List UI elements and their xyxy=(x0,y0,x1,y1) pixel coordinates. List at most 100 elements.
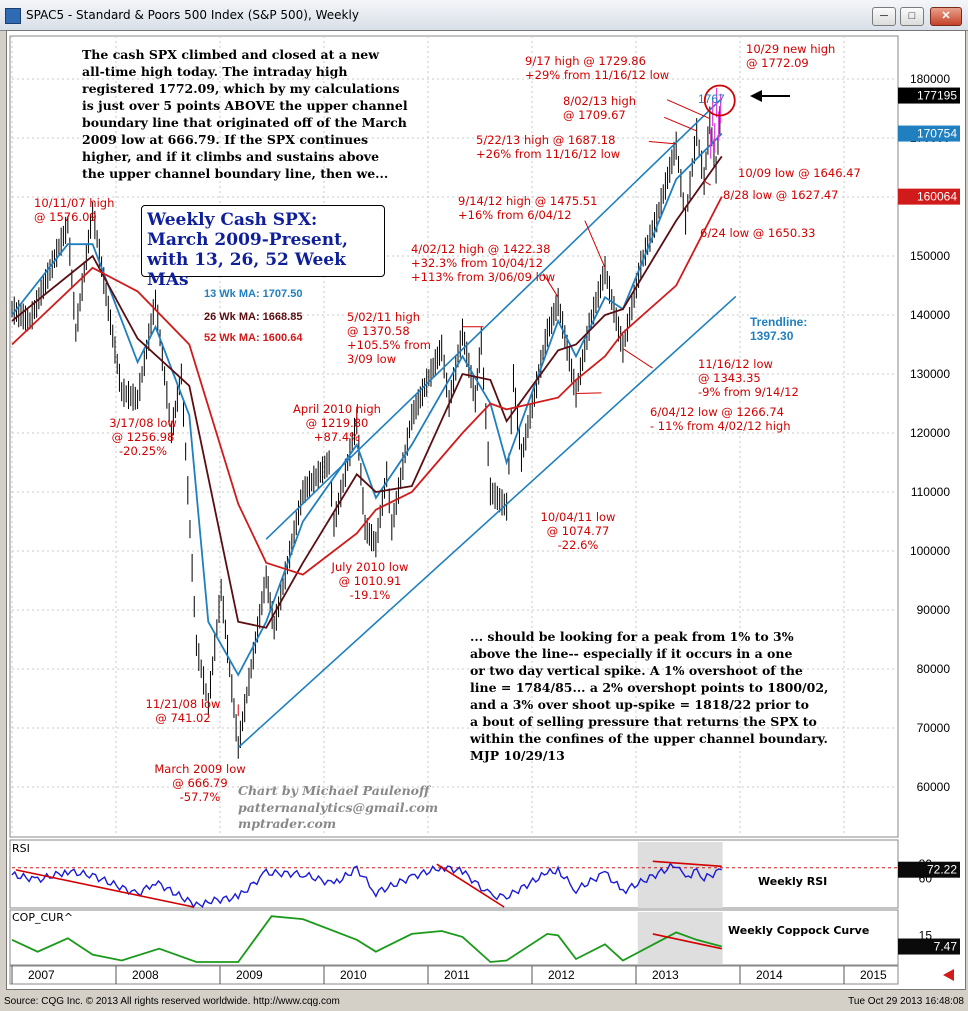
rsi-line xyxy=(11,862,722,909)
x-tick-label: 2014 xyxy=(756,968,783,982)
y-tick-label: 80000 xyxy=(917,662,951,676)
annotation-mar-2009-low: March 2009 low @ 666.79 -57.7% xyxy=(154,762,246,804)
ma52-line xyxy=(11,196,723,576)
price-tag: 170754 xyxy=(898,125,960,142)
annotation-oct-2011-low: 10/04/11 low @ 1074.77 -22.6% xyxy=(540,510,616,552)
annotation-jul-2010-low: July 2010 low @ 1010.91 -19.1% xyxy=(331,560,409,602)
window-title: SPAC5 - Standard & Poors 500 Index (S&P … xyxy=(26,8,359,22)
coppock-trendline xyxy=(652,933,722,950)
y-tick-label: 70000 xyxy=(917,721,951,735)
annotation-leader xyxy=(648,141,677,145)
channel-value-label: 1767 xyxy=(698,92,725,106)
y-tick-label: 180000 xyxy=(910,72,950,86)
x-axis-strip xyxy=(9,965,899,985)
price-tag-box xyxy=(898,188,960,205)
annotation-may-2013-high: 5/22/13 high @ 1687.18 +26% from 11/16/1… xyxy=(476,133,621,161)
close-button[interactable]: ✕ xyxy=(930,7,962,26)
annotation-may-2011-high: 5/02/11 high @ 1370.58 +105.5% from 3/09… xyxy=(347,310,431,366)
x-tick-label: 2008 xyxy=(132,968,159,982)
minimize-button[interactable]: ─ xyxy=(872,7,896,26)
y-tick-label: 90000 xyxy=(917,603,951,617)
commentary-bottom: ... should be looking for a peak from 1%… xyxy=(470,629,829,763)
coppock-value-box xyxy=(898,938,960,955)
new-high-arrow-head xyxy=(750,90,762,102)
chart-title-box: Weekly Cash SPX: March 2009-Present, wit… xyxy=(141,205,385,290)
status-timestamp: Tue Oct 29 2013 16:48:08 xyxy=(848,996,964,1007)
highlight-band xyxy=(637,912,723,964)
y-tick-label: 150000 xyxy=(910,249,950,263)
x-tick-label: 2013 xyxy=(652,968,679,982)
ma26-line xyxy=(11,155,723,629)
rsi-value-box xyxy=(898,861,960,878)
price-tag-label: 160064 xyxy=(917,190,957,204)
annotation-leader xyxy=(584,220,606,268)
annotation-sep-2012-high: 9/14/12 high @ 1475.51 +16% from 6/04/12 xyxy=(458,194,598,222)
rsi-trendline xyxy=(15,869,194,908)
ma52-label: 52 Wk MA: 1600.64 xyxy=(204,332,303,344)
credit-site: mptrader.com xyxy=(238,816,337,831)
rsi-trendline xyxy=(436,863,505,908)
rsi-trendline xyxy=(652,860,722,868)
app-icon xyxy=(5,8,21,24)
annotation-jun-24-low: 6/24 low @ 1650.33 xyxy=(700,226,816,240)
price-tag: 160064 xyxy=(898,188,960,205)
y-tick-label: 100000 xyxy=(910,544,950,558)
annotation-sep-2013-high: 9/17 high @ 1729.86 +29% from 11/16/12 l… xyxy=(525,54,670,82)
chart-title-line-1: Weekly Cash SPX: xyxy=(147,210,318,230)
maximize-icon: □ xyxy=(908,10,916,22)
y-tick-label: 130000 xyxy=(910,367,950,381)
x-tick-label: 2007 xyxy=(28,968,55,982)
rsi-panel-name: RSI xyxy=(12,842,30,855)
maximize-button[interactable]: □ xyxy=(900,7,924,26)
annotation-apr-2012-high: 4/02/12 high @ 1422.38 +32.3% from 10/04… xyxy=(411,242,556,284)
status-bar: Source: CQG Inc. © 2013 All rights reser… xyxy=(0,992,968,1011)
annotation-oct-09-low: 10/09 low @ 1646.47 xyxy=(738,166,861,180)
status-source: Source: CQG Inc. © 2013 All rights reser… xyxy=(4,996,340,1007)
rsi-panel-title: Weekly RSI xyxy=(758,875,828,888)
price-tag-box xyxy=(898,87,960,104)
chart-title-line-2: March 2009-Present, xyxy=(147,230,348,250)
annotation-leader xyxy=(622,348,653,369)
annotation-leader xyxy=(576,392,602,394)
y-tick-label: 60000 xyxy=(917,780,951,794)
coppock-plot-area xyxy=(9,909,899,966)
annotation-leader xyxy=(542,273,559,298)
price-tag: 177195 xyxy=(898,87,960,104)
ma13-line xyxy=(11,132,723,677)
annotation-nov-2012-low: 11/16/12 low @ 1343.35 -9% from 9/14/12 xyxy=(698,357,799,399)
x-tick-label: 2010 xyxy=(340,968,367,982)
lower-trendline xyxy=(237,295,737,749)
price-tag-label: 177195 xyxy=(917,89,957,103)
annotation-nov-2008-low: 11/21/08 low @ 741.02 xyxy=(145,697,221,725)
x-tick-label: 2015 xyxy=(860,968,887,982)
scroll-left-icon xyxy=(943,969,954,981)
price-tag-box xyxy=(898,125,960,142)
close-icon: ✕ xyxy=(941,10,951,22)
annotation-jun-2012-low: 6/04/12 low @ 1266.74 - 11% from 4/02/12… xyxy=(650,405,791,433)
annotation-aug-28-low: 8/28 low @ 1627.47 xyxy=(723,188,839,202)
annotation-apr-2010-high: April 2010 high @ 1219.80 +87.4% xyxy=(293,402,381,444)
commentary-top: The cash SPX climbed and closed at a new… xyxy=(82,47,408,181)
coppock-value-label: 7.47 xyxy=(934,940,958,954)
x-tick-label: 2011 xyxy=(444,968,470,982)
annotation-leader xyxy=(703,180,711,186)
rsi-value-label: 72.22 xyxy=(927,863,957,877)
minimize-icon: ─ xyxy=(880,10,888,22)
annotation-oct-2007-high: 10/11/07 high @ 1576.09 xyxy=(34,196,115,224)
annotation-mar-2008-low: 3/17/08 low @ 1256.98 -20.25% xyxy=(109,416,177,458)
new-high-circle xyxy=(703,84,736,117)
rsi-plot-area xyxy=(9,839,899,909)
coppock-panel-name: COP_CUR^ xyxy=(12,911,74,924)
coppock-line xyxy=(11,915,723,963)
y-tick-label: 120000 xyxy=(910,426,950,440)
upper-channel-line xyxy=(265,97,723,540)
ma26-label: 26 Wk MA: 1668.85 xyxy=(204,311,303,323)
price-tag-label: 170754 xyxy=(917,127,957,141)
credit-author: Chart by Michael Paulenoff xyxy=(238,783,430,798)
trendline-label: Trendline: 1397.30 xyxy=(750,315,808,343)
y-tick-label: 110000 xyxy=(911,485,950,499)
credit-email: patternanalytics@gmail.com xyxy=(238,800,439,815)
ma13-label: 13 Wk MA: 1707.50 xyxy=(204,288,303,300)
y-tick-label: 140000 xyxy=(910,308,950,322)
